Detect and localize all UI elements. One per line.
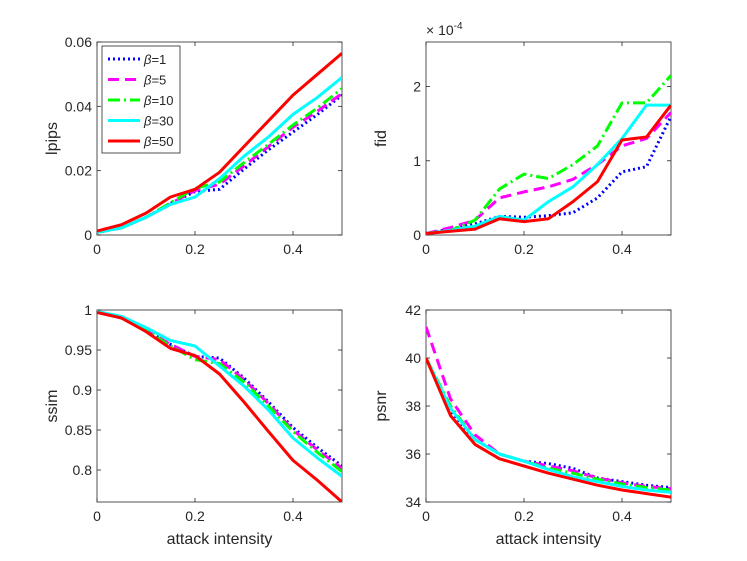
series-line-beta-1 — [426, 115, 671, 235]
series-line-beta-10 — [97, 310, 342, 473]
series-line-beta-10 — [426, 357, 671, 492]
x-tick-label: 0.2 — [185, 241, 205, 257]
y-exponent-label: × 10-4 — [426, 21, 463, 38]
x-tick-label: 0 — [93, 508, 101, 524]
y-axis-label: lpips — [44, 122, 61, 155]
x-tick-label: 0.2 — [514, 241, 534, 257]
y-tick-label: 40 — [405, 350, 421, 366]
y-axis-label: fid — [373, 130, 390, 147]
y-tick-label: 0.02 — [65, 163, 92, 179]
x-tick-label: 0 — [422, 508, 430, 524]
y-tick-label: 38 — [405, 398, 421, 414]
series-line-beta-5 — [426, 326, 671, 491]
x-tick-label: 0 — [422, 241, 430, 257]
panel-top-right: 0 0.2 0.4 0 1 2 fid × 10-4 — [373, 21, 672, 257]
x-tick-label: 0.4 — [612, 241, 632, 257]
series-line-beta-50 — [97, 52, 342, 233]
legend-label: β=1 — [143, 52, 166, 67]
x-axis-label: attack intensity — [167, 531, 273, 548]
y-tick-label: 0.85 — [65, 422, 92, 438]
series-line-beta-10 — [97, 87, 342, 234]
y-tick-label: 0 — [413, 227, 421, 243]
series-group — [426, 326, 671, 499]
y-tick-label: 1 — [413, 153, 421, 169]
y-tick-label: 36 — [405, 446, 421, 462]
legend-label: β=5 — [143, 73, 166, 88]
panel-bottom-left: 0 0.2 0.4 0.8 0.85 0.9 0.95 1 ssim attack intensi… — [44, 302, 343, 548]
y-tick-label: 42 — [405, 302, 421, 318]
x-tick-label: 0.4 — [612, 508, 632, 524]
x-tick-label: 0.4 — [283, 241, 303, 257]
y-tick-label: 34 — [405, 494, 421, 510]
series-group — [426, 74, 671, 235]
series-line-beta-30 — [426, 357, 671, 494]
x-axis-label: attack intensity — [496, 531, 602, 548]
series-line-beta-30 — [426, 103, 671, 235]
panel-top-left: 0 0.2 0.400.020.040.06lpipsβ=1β=5β=10β=30β… — [44, 34, 343, 257]
series-group — [97, 52, 342, 234]
y-tick-label: 0.06 — [65, 34, 92, 50]
y-axis-label: psnr — [373, 390, 390, 422]
panel-bottom-right: 0 0.2 0.4 34 36 38 40 42 psnr attack intensity — [373, 302, 672, 548]
series-line-beta-50 — [426, 104, 671, 235]
y-tick-label: 2 — [413, 79, 421, 95]
y-tick-label: 0.8 — [73, 462, 93, 478]
series-line-beta-50 — [97, 310, 342, 502]
series-line-beta-30 — [97, 76, 342, 234]
legend-label: β=50 — [143, 134, 174, 149]
x-tick-label: 0.2 — [514, 508, 534, 524]
axes-box — [96, 309, 343, 503]
y-tick-label: 1 — [84, 302, 92, 318]
y-tick-label: 0.9 — [73, 382, 93, 398]
x-tick-label: 0.4 — [283, 508, 303, 524]
y-tick-label: 0.95 — [65, 342, 92, 358]
series-line-beta-1 — [97, 93, 342, 234]
x-tick-label: 0 — [93, 241, 101, 257]
series-line-beta-30 — [97, 310, 342, 478]
y-tick-label: 0.04 — [65, 98, 92, 114]
legend: β=1 β=5 β=10 β=30 β=50 — [101, 45, 181, 154]
series-line-beta-5 — [426, 111, 671, 235]
series-group — [97, 310, 342, 502]
legend-label: β=30 — [143, 114, 174, 129]
series-line-beta-50 — [426, 357, 671, 499]
y-tick-label: 0 — [84, 227, 92, 243]
legend-label: β=10 — [143, 93, 174, 108]
y-axis-label: ssim — [44, 390, 61, 423]
x-tick-label: 0.2 — [185, 508, 205, 524]
